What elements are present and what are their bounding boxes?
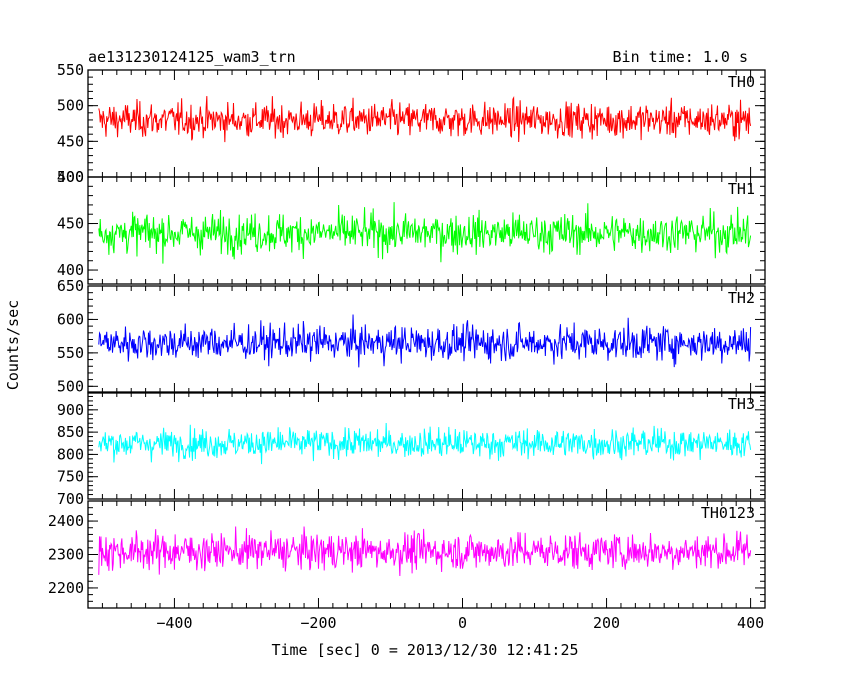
channel-label-th2: TH2 bbox=[728, 289, 755, 307]
y-tick-label: 650 bbox=[57, 277, 84, 295]
panels-group: 400 450 500 550 TH0 400 450 500 TH1 500 550 600 650 T… bbox=[48, 61, 766, 609]
bin-time-label: Bin time: 1.0 s bbox=[613, 48, 748, 66]
y-tick-label: 2300 bbox=[48, 546, 84, 564]
x-tick-label: 0 bbox=[458, 614, 467, 632]
y-tick-label: 500 bbox=[57, 97, 84, 115]
x-tick-label: 200 bbox=[593, 614, 620, 632]
x-tick-label: −400 bbox=[156, 614, 192, 632]
series-line-th3 bbox=[98, 423, 752, 465]
panel-frame bbox=[87, 285, 766, 394]
y-tick-label: 600 bbox=[57, 310, 84, 328]
x-tick-label: 400 bbox=[737, 614, 764, 632]
x-tick-label: −200 bbox=[300, 614, 336, 632]
y-tick-label: 700 bbox=[57, 490, 84, 508]
panel-th3: 700 750 800 850 900 TH3 bbox=[57, 391, 766, 508]
y-tick-label: 400 bbox=[57, 261, 84, 279]
series-line-th0 bbox=[98, 96, 752, 143]
y-tick-label: 900 bbox=[57, 401, 84, 419]
y-tick-label: 850 bbox=[57, 423, 84, 441]
channel-label-th3: TH3 bbox=[728, 395, 755, 413]
channel-label-th1: TH1 bbox=[728, 180, 755, 198]
y-tick-label: 550 bbox=[57, 344, 84, 362]
y-tick-label: 450 bbox=[57, 215, 84, 233]
channel-label-th0: TH0 bbox=[728, 73, 755, 91]
y-tick-label: 2200 bbox=[48, 579, 84, 597]
y-tick-label: 550 bbox=[57, 61, 84, 79]
series-line-th2 bbox=[98, 314, 752, 368]
y-tick-label: 750 bbox=[57, 468, 84, 486]
panel-th2: 500 550 600 650 TH2 bbox=[57, 277, 766, 395]
x-axis-label: Time [sec] 0 = 2013/12/30 12:41:25 bbox=[271, 641, 578, 659]
panel-th1: 400 450 500 TH1 bbox=[57, 168, 766, 285]
y-tick-label: 800 bbox=[57, 445, 84, 463]
x-axis: −400 −200 0 200 400 bbox=[156, 614, 764, 632]
y-axis-label: Counts/sec bbox=[4, 300, 22, 390]
observation-title: ae131230124125_wam3_trn bbox=[88, 48, 296, 66]
panel-th0123: 2200 2300 2400 TH0123 bbox=[48, 500, 766, 609]
series-line-th1 bbox=[98, 202, 752, 264]
panel-th0: 400 450 500 550 TH0 bbox=[57, 61, 766, 186]
y-tick-label: 400 bbox=[57, 168, 84, 186]
channel-label-th0123: TH0123 bbox=[701, 504, 755, 522]
y-tick-label: 500 bbox=[57, 168, 84, 186]
y-tick-label: 500 bbox=[57, 377, 84, 395]
y-tick-label: 2400 bbox=[48, 512, 84, 530]
y-tick-label: 450 bbox=[57, 132, 84, 150]
series-line-th0123 bbox=[98, 526, 752, 576]
panel-frame bbox=[87, 176, 766, 285]
